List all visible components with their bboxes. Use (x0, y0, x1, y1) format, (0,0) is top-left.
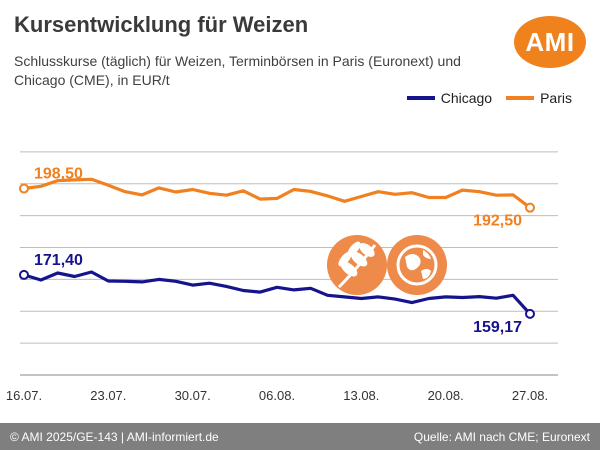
endpoint-marker-paris (19, 183, 29, 194)
page-title: Kursentwicklung für Weizen (14, 12, 309, 37)
grid-lines (20, 151, 558, 344)
line-chart: 16.07. 23.07. 30.07. 06.08. 13.08. 20.08. 27.0… (6, 151, 558, 403)
data-label-end-paris: 192,50 (473, 213, 522, 230)
series-line-chicago (22, 270, 532, 316)
footer-source: Quelle: AMI nach CME; Euronext (413, 429, 590, 444)
x-tick-labels: 16.07. 23.07. 30.07. 06.08. 13.08. 20.08. 27.0… (6, 388, 548, 403)
data-label-start-paris: 198,50 (34, 166, 83, 183)
chart-subtitle: Schlusskurse (täglich) für Weizen, Termi… (14, 53, 461, 88)
data-label-start-chicago: 171,40 (34, 252, 83, 269)
ami-logo: AMI (514, 16, 586, 68)
x-tick-label: 27.08. (512, 388, 548, 403)
logo-text: AMI (525, 26, 575, 57)
data-labels: 171,40 159,17 198,50 192,50 (34, 166, 522, 336)
legend-swatch-paris (506, 96, 535, 100)
x-tick-label: 30.07. (175, 388, 211, 403)
x-tick-label: 06.08. (259, 388, 295, 403)
footer-bar: © AMI 2025/GE-143 | AMI-informiert.de Qu… (0, 423, 600, 450)
endpoint-marker-paris (525, 202, 535, 213)
series-layer (19, 177, 535, 319)
footer-copyright: © AMI 2025/GE-143 | AMI-informiert.de (10, 429, 219, 444)
x-axis: 16.07. 23.07. 30.07. 06.08. 13.08. 20.08. 27.0… (6, 374, 558, 403)
globe-icon (387, 235, 447, 295)
x-tick-label: 20.08. (428, 388, 464, 403)
legend-item-paris: Paris (506, 90, 572, 106)
decorative-icons (327, 235, 447, 295)
data-label-end-chicago: 159,17 (473, 319, 522, 336)
legend-item-chicago: Chicago (406, 90, 493, 106)
legend-label-chicago: Chicago (440, 90, 493, 106)
legend-label-paris: Paris (540, 90, 572, 106)
x-tick-label: 16.07. (6, 388, 42, 403)
x-tick-label: 23.07. (90, 388, 126, 403)
series-line-paris (22, 177, 532, 210)
wheat-icon (327, 235, 387, 295)
endpoint-marker-chicago (19, 269, 29, 280)
x-tick-label: 13.08. (343, 388, 379, 403)
endpoint-marker-chicago (525, 308, 535, 319)
chart-legend: Chicago Paris (406, 90, 572, 106)
legend-swatch-chicago (406, 96, 435, 100)
